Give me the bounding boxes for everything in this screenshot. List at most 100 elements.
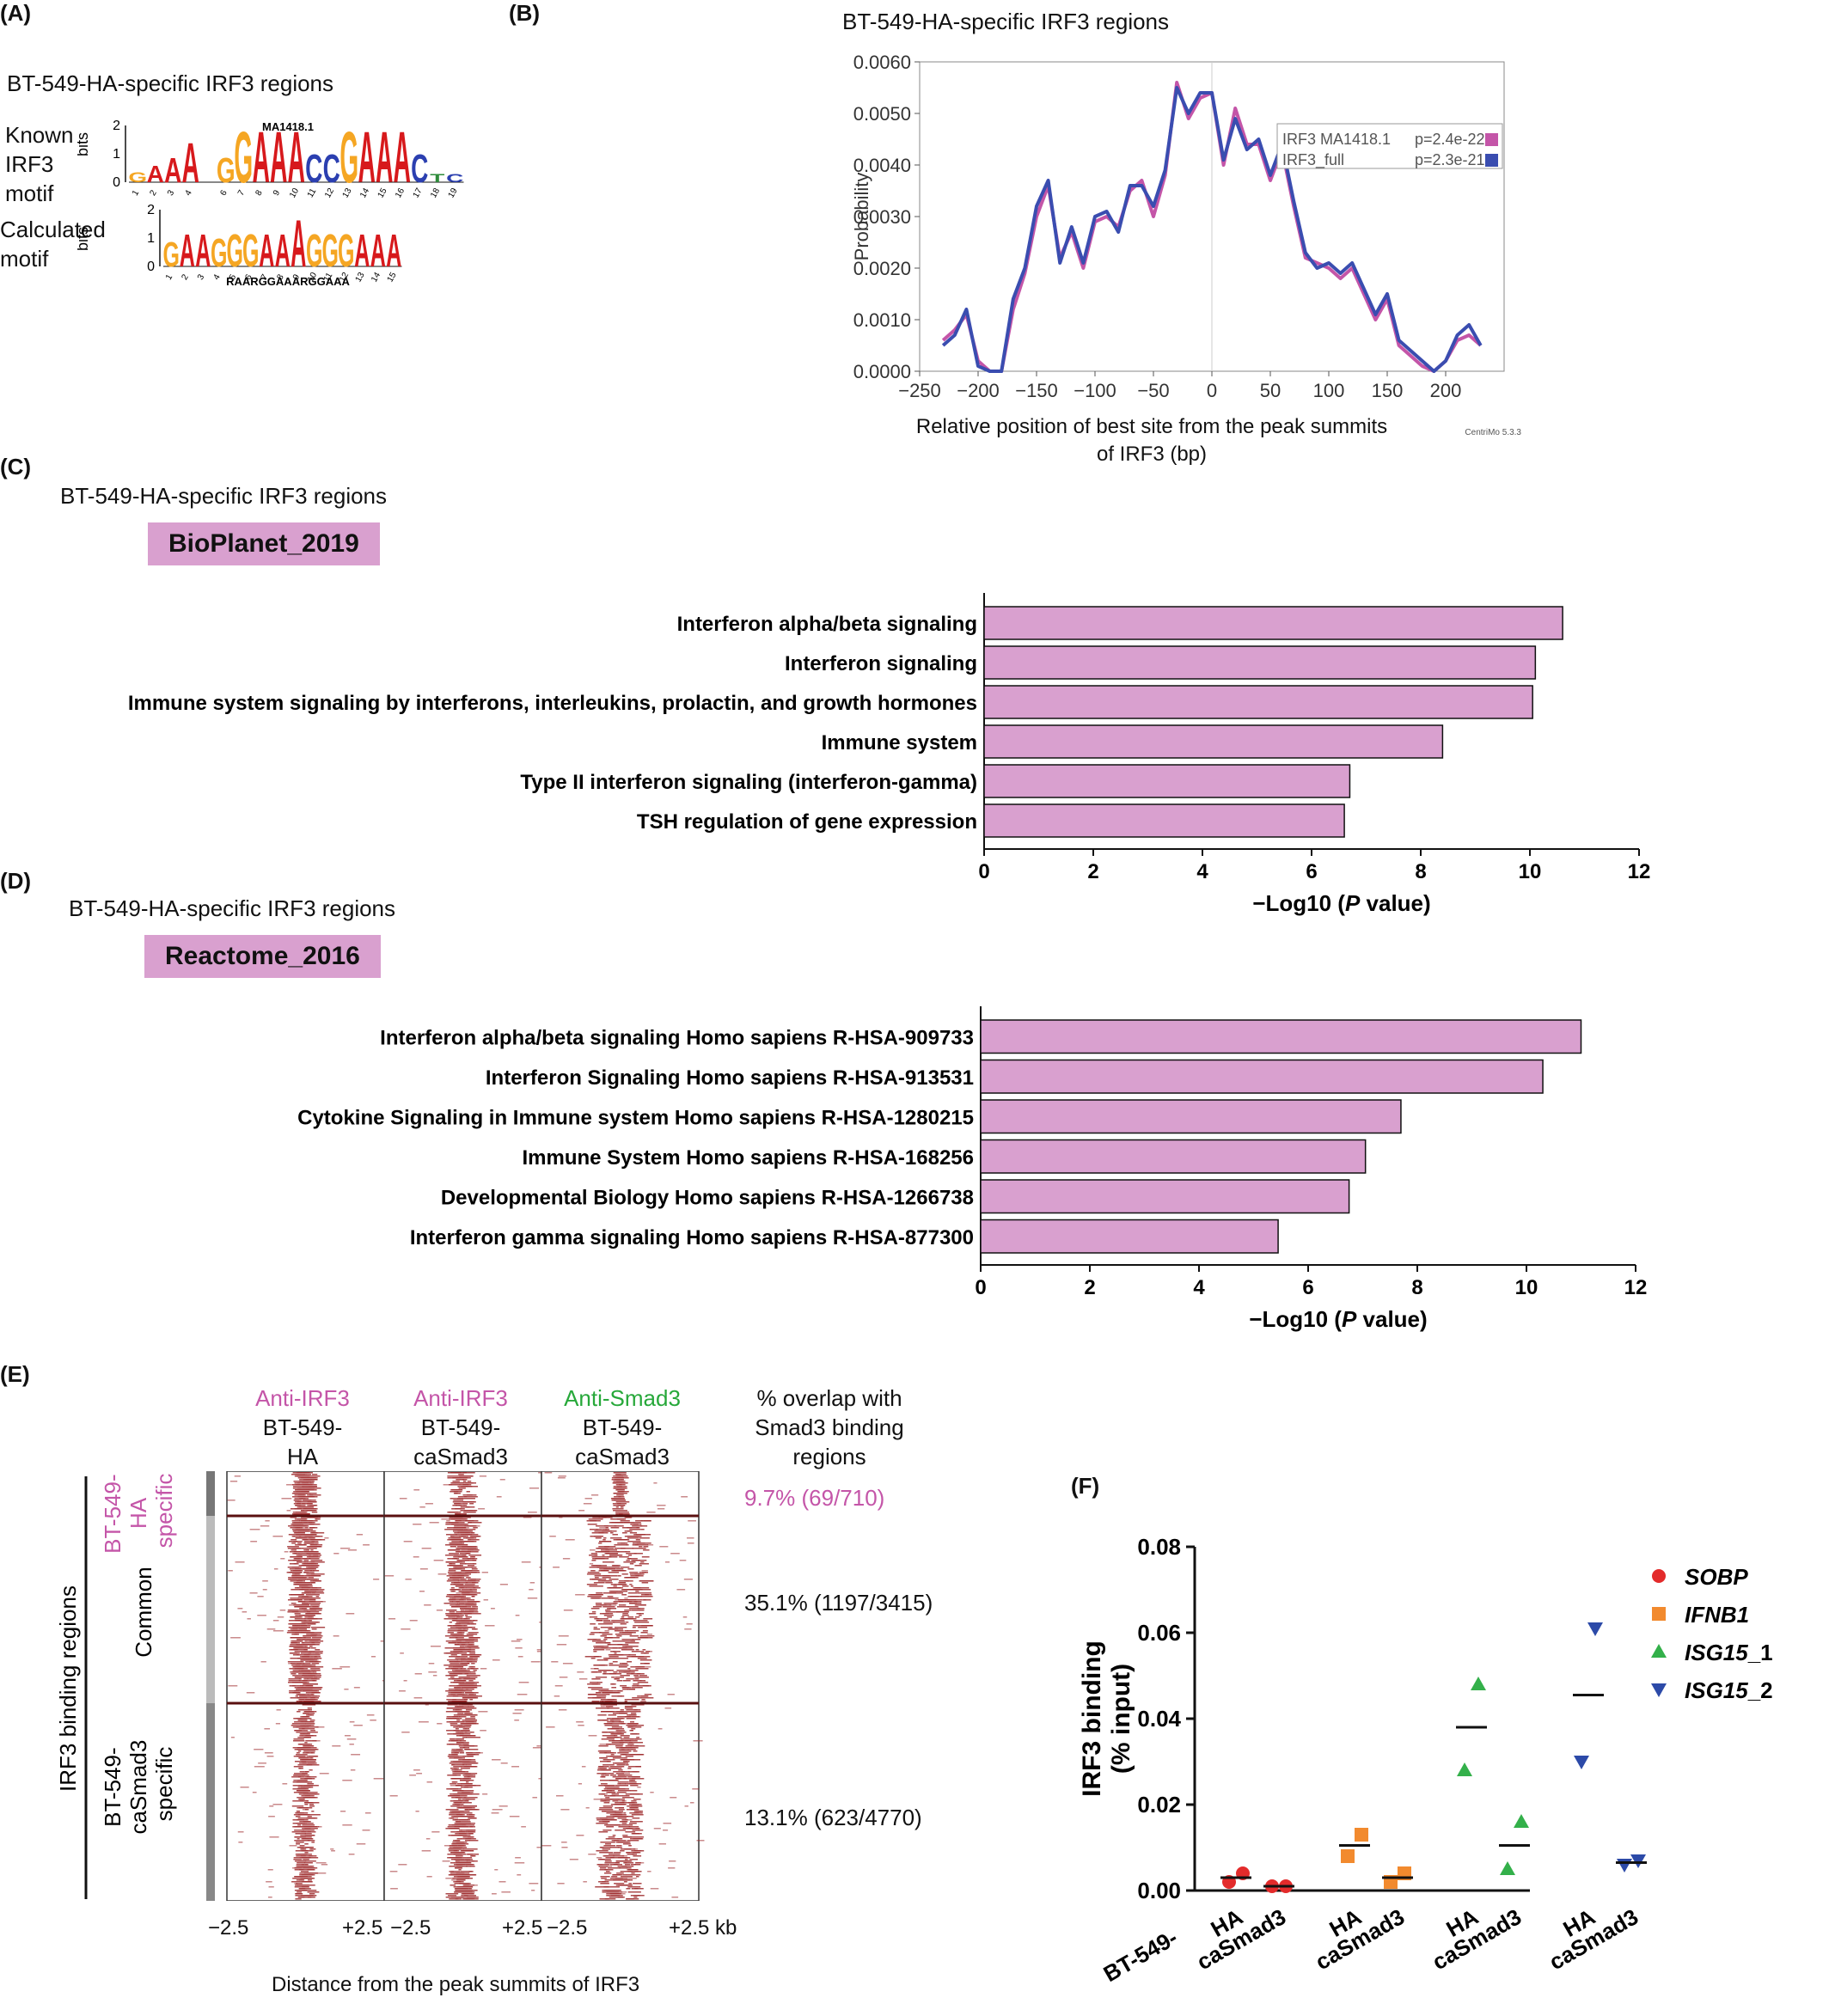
heatmap-cell: [319, 1773, 329, 1775]
heatmap-cell: [608, 1752, 614, 1754]
heatmap-cell: [297, 1737, 310, 1738]
heatmap-cell: [453, 1750, 464, 1752]
heatmap-cell: [310, 1549, 314, 1551]
heatmap-cell: [602, 1811, 613, 1812]
heatmap-cell: [615, 1634, 620, 1635]
heatmap-cell: [448, 1570, 456, 1572]
heatmap-cell: [304, 1543, 319, 1544]
heatmap-cell: [304, 1527, 309, 1529]
heatmap-cell: [603, 1673, 606, 1675]
heatmap-cell: [635, 1539, 640, 1541]
heatmap-cell: [273, 1568, 278, 1570]
heatmap-cell: [456, 1862, 464, 1864]
heatmap-cell: [291, 1496, 305, 1498]
heatmap-cell: [608, 1838, 623, 1840]
heatmap-cell: [296, 1732, 310, 1733]
heatmap-cell: [308, 1558, 320, 1560]
heatmap-cell: [298, 1488, 310, 1489]
heatmap-cell: [288, 1620, 303, 1622]
heatmap-cell: [272, 1630, 284, 1632]
heatmap-cell: [627, 1726, 633, 1728]
heatmap-cell: [303, 1671, 315, 1673]
heatmap-cell: [600, 1876, 610, 1878]
heatmap-xtick-1: −2.5: [208, 1916, 249, 1940]
heatmap-cell: [461, 1654, 470, 1656]
heatmap-cell: [455, 1565, 462, 1567]
heatmap-cell: [623, 1761, 628, 1762]
x-axis-label-part: P: [1342, 1306, 1357, 1332]
heatmap-cell: [604, 1553, 619, 1555]
heatmap-cell: [603, 1764, 615, 1766]
heatmap-cell: [636, 1589, 651, 1591]
heatmap-cell: [305, 1735, 317, 1737]
legend-marker: [1652, 1607, 1666, 1621]
heatmap-cell: [461, 1598, 466, 1599]
heatmap-cell: [458, 1826, 474, 1828]
heatmap-cell: [230, 1637, 241, 1639]
heatmap-cell: [529, 1488, 540, 1489]
heatmap-cell: [609, 1790, 615, 1792]
heatmap-cell: [445, 1534, 457, 1536]
heatmap-cell: [302, 1775, 309, 1776]
heatmap-cell: [634, 1678, 639, 1680]
heatmap-cell: [631, 1864, 636, 1866]
heatmap-cell: [465, 1890, 474, 1891]
x-tick-label: 200: [1430, 380, 1462, 401]
heatmap-cell: [643, 1618, 653, 1620]
heatmap-cell: [458, 1634, 464, 1635]
heatmap-cell: [315, 1536, 320, 1537]
heatmap-cell: [578, 1510, 585, 1512]
heatmap-cell: [293, 1481, 305, 1482]
heatmap-cell: [453, 1610, 457, 1611]
heatmap-cell: [621, 1819, 628, 1821]
heatmap-cell: [302, 1610, 316, 1611]
heatmap-cell: [308, 1687, 321, 1689]
heatmap-cell: [602, 1819, 610, 1821]
heatmap-cell: [307, 1831, 316, 1833]
col3-line1: BT-549-: [582, 1414, 663, 1440]
heatmap-cell: [452, 1709, 456, 1711]
x-axis-label-part: value): [1360, 890, 1430, 916]
y-tick-label: 0.0000: [853, 361, 911, 382]
data-point: [1574, 1756, 1589, 1769]
heatmap-cell: [291, 1567, 297, 1568]
heatmap-cell: [295, 1867, 309, 1869]
heatmap-cell: [413, 1769, 420, 1771]
heatmap-cell: [541, 1845, 552, 1847]
heatmap-cell: [602, 1890, 615, 1891]
heatmap-cell: [471, 1558, 474, 1560]
motif-position: 1: [131, 188, 142, 198]
heatmap-cell: [299, 1666, 314, 1668]
heatmap-cell: [311, 1694, 315, 1695]
heatmap-cell: [449, 1577, 457, 1579]
motif-position: 4: [211, 272, 223, 282]
heatmap-cell: [618, 1544, 627, 1546]
heatmap-cell: [452, 1568, 466, 1570]
heatmap-cell: [611, 1780, 619, 1781]
col2-antibody: Anti-IRF3: [413, 1385, 508, 1411]
heatmap-cell: [296, 1701, 303, 1702]
heatmap-cell: [598, 1866, 609, 1867]
heatmap-cell: [303, 1862, 313, 1864]
heatmap-cell: [460, 1848, 464, 1850]
heatmap-cell: [307, 1816, 312, 1817]
heatmap-cell: [600, 1780, 611, 1781]
logo-ytick: 1: [147, 231, 155, 246]
heatmap-cell: [621, 1573, 628, 1575]
x-tick-label: 2: [1087, 860, 1098, 883]
heatmap-cell: [303, 1678, 309, 1680]
heatmap-cell: [460, 1830, 473, 1831]
heatmap-cell: [339, 1548, 351, 1549]
heatmap-cell: [600, 1842, 609, 1843]
heatmap-cell: [629, 1635, 639, 1637]
heatmap-cell: [297, 1860, 307, 1862]
heatmap-cell: [463, 1745, 474, 1747]
heatmap-cell: [615, 1778, 627, 1780]
heatmap-cell: [308, 1640, 319, 1642]
motif-position: 3: [196, 272, 207, 282]
heatmap-cell: [457, 1891, 468, 1893]
heatmap-cell: [629, 1632, 636, 1634]
heatmap-cell: [605, 1530, 617, 1532]
heatmap-cell: [467, 1573, 472, 1575]
heatmap-cell: [616, 1494, 624, 1496]
